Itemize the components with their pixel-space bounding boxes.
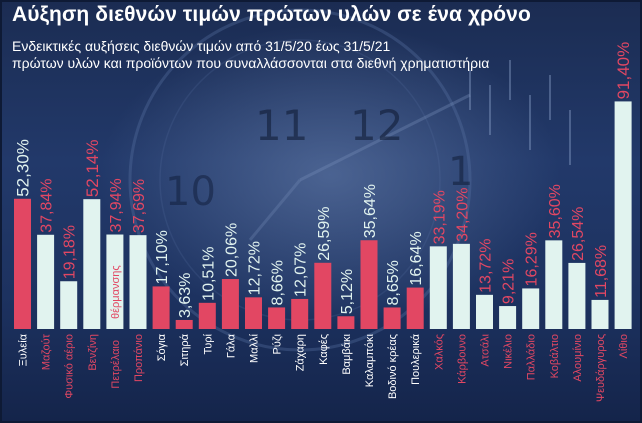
bar-16 <box>360 240 378 329</box>
bar-3 <box>60 281 78 329</box>
category-label-11: Μαλλί <box>249 333 261 363</box>
value-label-15: 5,12% <box>339 269 356 314</box>
category-label-20: Κάρβουνο <box>456 334 468 384</box>
value-label-24: 35,60% <box>547 184 564 238</box>
value-label-12: 8,66% <box>270 260 287 305</box>
category-label-27: Λίθιο <box>618 334 630 358</box>
category-label-5-line-2: θέρμανσης <box>110 265 122 319</box>
value-label-26: 11,68% <box>593 245 610 298</box>
bar-7 <box>152 286 170 329</box>
category-label-24: Κοβάλτιο <box>549 334 561 378</box>
value-label-23: 16,29% <box>524 232 541 286</box>
category-label-15: Βαμβάκι <box>341 333 353 374</box>
category-label-22: Νικέλιο <box>503 334 515 369</box>
value-label-22: 9,21% <box>501 259 518 304</box>
category-label-10: Γάλα <box>225 333 237 358</box>
bar-21 <box>476 294 493 329</box>
value-label-17: 8,65% <box>385 260 402 305</box>
value-label-16: 35,64% <box>362 184 379 238</box>
bar-9 <box>198 302 216 329</box>
value-label-21: 13,72% <box>478 239 495 293</box>
category-label-5: Πετρέλαιο <box>110 340 122 389</box>
value-label-3: 19,18% <box>62 225 79 279</box>
category-label-18: Πουλερικά <box>410 333 422 385</box>
bar-17 <box>383 307 401 329</box>
value-label-25: 26,54% <box>570 207 587 261</box>
category-label-12: Ρύζι <box>272 333 284 354</box>
category-label-4: Βενζίνη <box>87 334 99 371</box>
bar-15 <box>337 316 355 329</box>
bar-10 <box>221 279 239 329</box>
bar-11 <box>245 297 262 329</box>
value-label-14: 26,59% <box>316 207 333 261</box>
category-label-9: Τυρί <box>202 333 214 354</box>
category-label-17: Βοδινό κρέας <box>387 334 399 399</box>
value-label-8: 3,63% <box>177 273 194 318</box>
category-label-16: Καλαμπόκι <box>364 333 376 387</box>
bar-27 <box>614 101 632 329</box>
bar-1 <box>14 198 31 329</box>
bar-24 <box>545 240 563 329</box>
bar-12 <box>268 307 286 329</box>
bar-6 <box>129 235 147 329</box>
value-label-7: 17,10% <box>154 230 171 284</box>
category-label-14: Καφές <box>318 334 330 365</box>
category-label-8: Σιτηρά <box>179 333 191 366</box>
value-label-2: 37,84% <box>39 179 56 233</box>
value-label-19: 33,19% <box>431 190 448 244</box>
bar-8 <box>175 319 193 329</box>
category-label-21: Ατσάλι <box>480 333 492 366</box>
category-label-1: Ξυλεία <box>18 333 30 366</box>
bar-23 <box>522 288 540 329</box>
category-label-13: Ζάχαρη <box>295 334 307 371</box>
category-label-19: Χαλκός <box>433 334 445 370</box>
bar-2 <box>37 234 55 329</box>
bar-19 <box>429 246 447 329</box>
bar-26 <box>591 299 609 329</box>
bar-4 <box>83 199 101 329</box>
value-label-6: 37,69% <box>131 179 148 233</box>
value-label-27: 91,40% <box>614 42 633 100</box>
category-label-6: Προπάνιο <box>133 334 145 382</box>
bar-25 <box>568 262 586 329</box>
category-label-2: Μαζούτ <box>41 333 53 370</box>
bar-22 <box>499 306 517 329</box>
bar-14 <box>314 262 332 329</box>
value-label-11: 12,72% <box>247 241 264 295</box>
bar-13 <box>291 298 309 329</box>
value-label-4: 52,14% <box>83 139 102 197</box>
bar-20 <box>452 243 470 329</box>
value-label-20: 34,20% <box>454 188 471 242</box>
category-label-7: Σόγια <box>156 333 168 361</box>
category-label-25: Αλουμίνιο <box>572 334 584 382</box>
value-label-1: 52,30% <box>14 139 33 197</box>
value-label-5: 37,94% <box>108 178 125 232</box>
category-label-3: Φυσικό αέριο <box>64 334 76 399</box>
value-label-10: 20,06% <box>223 223 240 277</box>
bar-18 <box>406 287 424 329</box>
value-label-18: 16,64% <box>408 231 425 285</box>
value-label-13: 12,07% <box>293 243 310 297</box>
value-label-9: 10,51% <box>200 247 217 301</box>
category-label-26: Ψευδάργυρος <box>595 334 607 402</box>
category-label-23: Παλλάδιο <box>526 334 538 380</box>
